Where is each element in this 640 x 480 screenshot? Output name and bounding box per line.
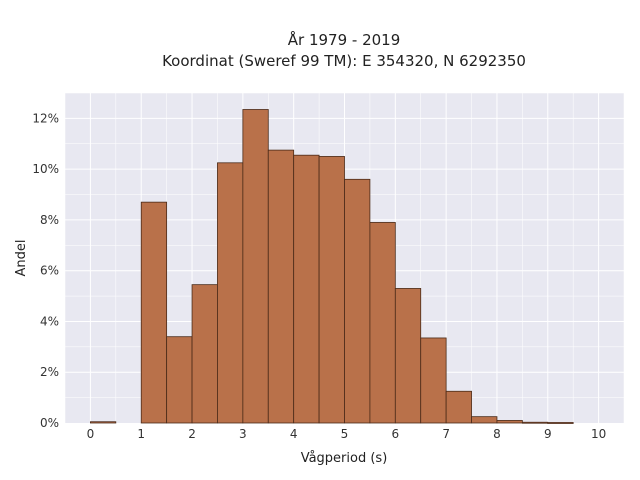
histogram-bar [369,222,396,424]
x-tick-label: 8 [493,427,501,441]
x-tick-label: 6 [391,427,399,441]
histogram-bar [547,422,574,424]
histogram-bar [394,288,422,424]
histogram-bar [293,154,320,424]
y-tick-label: 6% [40,264,59,278]
histogram-bar [318,156,345,424]
histogram-bar [242,109,269,424]
y-tick-label: 8% [40,213,59,227]
histogram-bar [420,337,447,424]
bars [90,109,574,424]
x-tick-label: 4 [290,427,298,441]
histogram-bar [267,149,295,424]
histogram-bar [521,421,549,424]
y-tick-label: 12% [32,111,59,125]
x-tick-label: 0 [87,427,95,441]
histogram-bar [90,421,117,424]
x-tick-label: 7 [442,427,450,441]
histogram-bar [140,201,168,424]
y-tick-label: 10% [32,162,59,176]
x-axis-ticks: 0 1 2 3 4 5 6 7 8 9 10 [87,427,607,441]
chart-title: År 1979 - 2019 [288,30,401,49]
x-tick-label: 1 [137,427,145,441]
chart-subtitle: Koordinat (Sweref 99 TM): E 354320, N 62… [162,52,526,70]
histogram-bar [496,420,523,424]
x-tick-label: 10 [591,427,606,441]
histogram-bar [166,336,193,424]
histogram-bar [217,162,244,424]
y-tick-label: 2% [40,365,59,379]
y-axis-label: Andel [14,240,29,277]
y-axis-ticks: 0% 2% 4% 6% 8% 10% 12% [32,111,59,430]
x-tick-label: 5 [341,427,349,441]
histogram-bar [344,178,371,424]
x-tick-label: 3 [239,427,247,441]
x-tick-label: 9 [544,427,552,441]
x-axis-label: Vågperiod (s) [301,451,388,466]
y-tick-label: 0% [40,416,59,430]
x-tick-label: 2 [188,427,196,441]
y-tick-label: 4% [40,314,59,328]
histogram-bar [191,284,218,424]
histogram-bar [471,416,498,424]
histogram-bar [445,390,472,424]
